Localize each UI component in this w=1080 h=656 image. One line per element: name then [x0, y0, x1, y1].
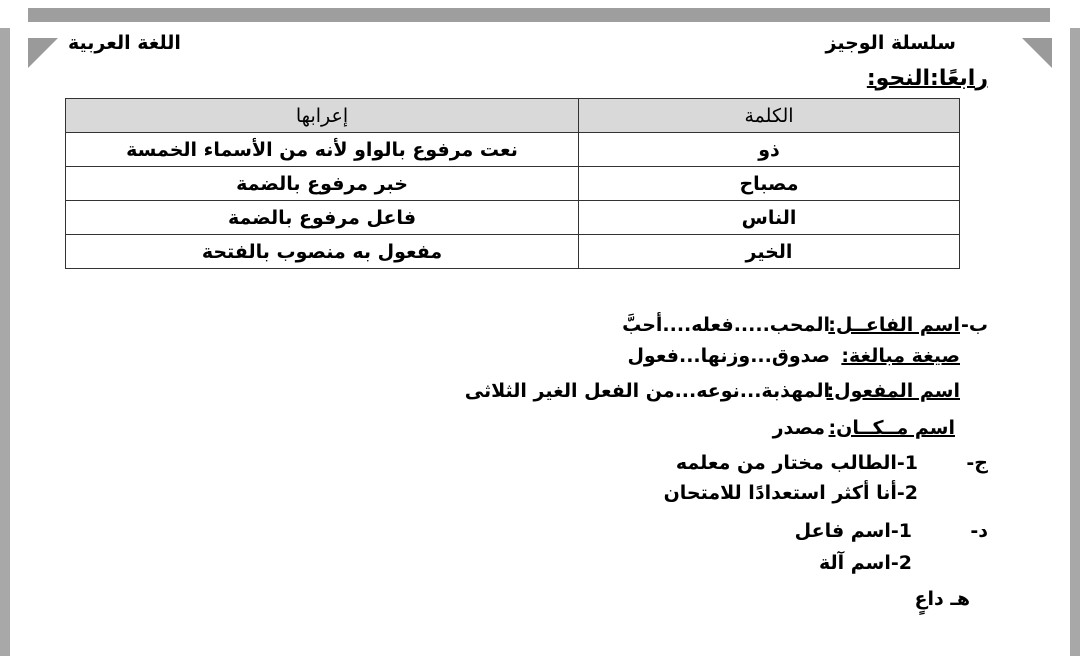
- h-answer: هـ داعٍ: [914, 588, 970, 610]
- b-prefix: ب-: [961, 314, 988, 336]
- subject-title: اللغة العربية: [68, 32, 181, 54]
- b-label: اسم الفاعــل:: [828, 314, 960, 336]
- parsing-cell: مفعول به منصوب بالفتحة: [65, 234, 579, 269]
- b-label: اسم مــكــان:: [828, 417, 955, 439]
- word-cell: ذو: [578, 132, 960, 167]
- parsing-cell: نعت مرفوع بالواو لأنه من الأسماء الخمسة: [65, 132, 579, 167]
- j-item: 1-الطالب مختار من معلمه: [675, 452, 918, 474]
- series-title: سلسلة الوجيز: [825, 32, 957, 54]
- j-prefix: ج-: [966, 452, 988, 474]
- table-header-row: الكلمة إعرابها: [65, 98, 960, 133]
- column-header: إعرابها: [65, 98, 579, 133]
- top-border: [28, 8, 1050, 22]
- table-row: ذو نعت مرفوع بالواو لأنه من الأسماء الخمس…: [65, 132, 960, 167]
- section-title: رابعًا:النحو:: [866, 66, 988, 91]
- b-value: المهذبة...نوعه...من الفعل الغير الثلاثى: [464, 380, 830, 402]
- table-row: مصباح خبر مرفوع بالضمة: [65, 166, 960, 201]
- b-label: اسم المفعول:: [826, 380, 961, 402]
- parsing-table: الكلمة إعرابها ذو نعت مرفوع بالواو لأنه من…: [65, 98, 960, 269]
- b-value: مصدر: [772, 417, 825, 439]
- word-cell: الناس: [578, 200, 960, 235]
- parsing-cell: خبر مرفوع بالضمة: [65, 166, 579, 201]
- left-border: [0, 28, 10, 656]
- b-value: المحب.....فعله....أحبَّ: [622, 314, 830, 336]
- corner-decoration-right: [1022, 38, 1052, 68]
- d-item: 1-اسم فاعل: [794, 520, 912, 542]
- table-row: الناس فاعل مرفوع بالضمة: [65, 200, 960, 235]
- j-item: 2-أنا أكثر استعدادًا للامتحان: [663, 482, 918, 504]
- word-cell: الخير: [578, 234, 960, 269]
- d-item: 2-اسم آلة: [818, 552, 912, 574]
- corner-decoration-left: [28, 38, 58, 68]
- right-border: [1070, 28, 1080, 656]
- parsing-cell: فاعل مرفوع بالضمة: [65, 200, 579, 235]
- b-label: صيغة مبالغة:: [841, 345, 960, 367]
- d-prefix: د-: [970, 520, 988, 542]
- word-cell: مصباح: [578, 166, 960, 201]
- column-header: الكلمة: [578, 98, 960, 133]
- b-value: صدوق...وزنها...فعول: [627, 345, 830, 367]
- table-row: الخير مفعول به منصوب بالفتحة: [65, 234, 960, 269]
